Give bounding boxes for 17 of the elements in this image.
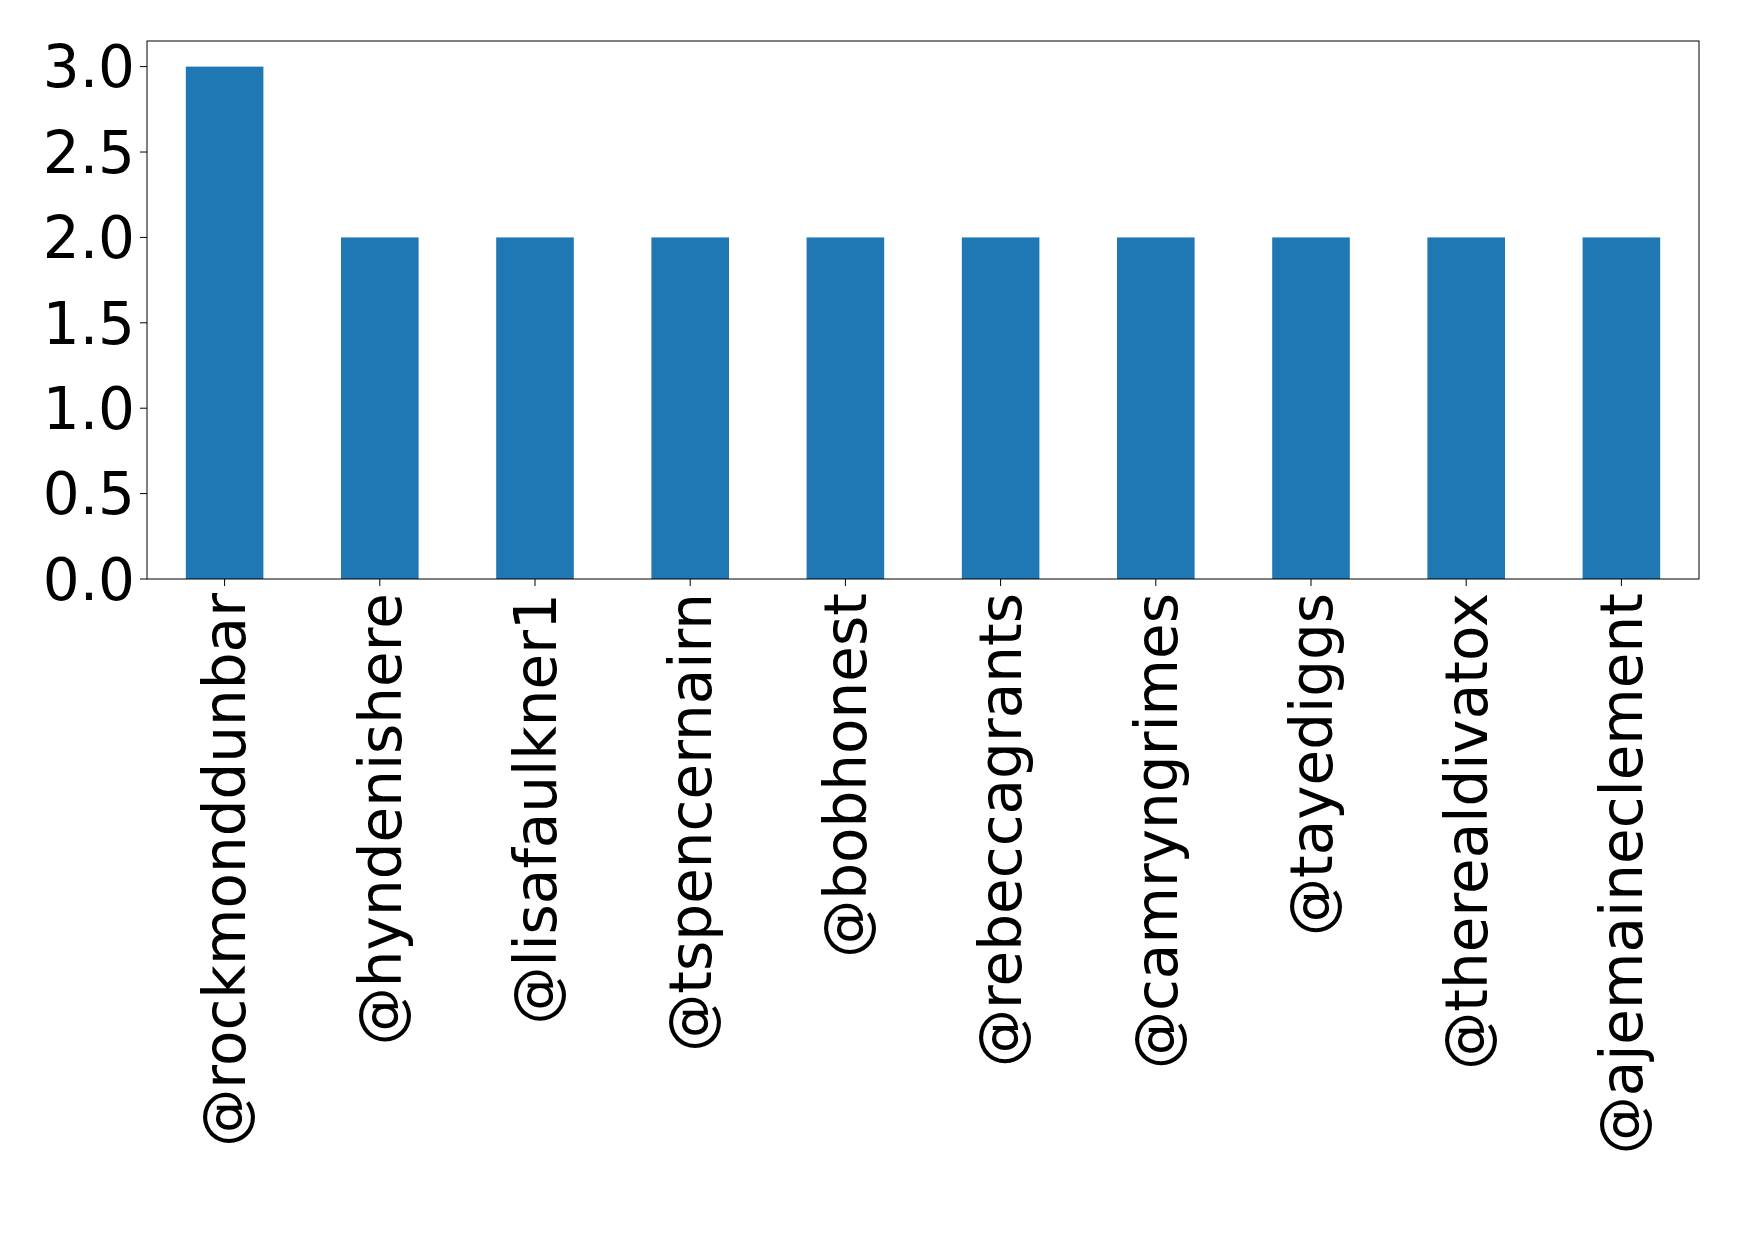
x-tick-label: @lisafaulkner1 [501,593,570,1025]
x-tick-label: @hyndenishere [346,593,415,1046]
x-tick-label: @rebeccagrants [967,593,1036,1067]
y-tick-label: 2.0 [42,204,135,273]
x-tick-label: @ajemaineclement [1588,593,1657,1155]
x-tick-label: @tayediggs [1277,593,1346,937]
x-tick-label: @camryngrimes [1122,593,1191,1070]
y-tick-label: 1.0 [42,375,135,444]
y-tick-label: 2.5 [42,118,135,187]
x-tick-label: @tspencernairn [657,593,726,1052]
y-tick-label: 3.0 [42,33,135,102]
y-tick-label: 1.5 [42,289,135,358]
x-tick-label: @rockmonddunbar [191,592,260,1147]
x-tick-label: @bobhonest [812,593,881,958]
y-tick-label: 0.5 [42,460,135,529]
y-tick-label: 0.0 [42,545,135,614]
x-tick-label: @therealdivatox [1433,593,1502,1070]
